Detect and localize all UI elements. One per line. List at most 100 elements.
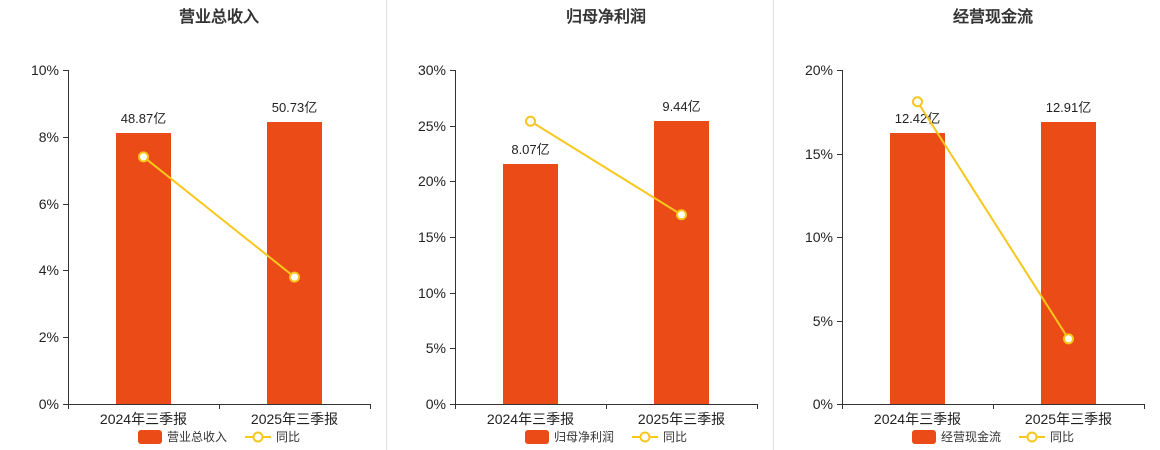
line-marker-circle-icon [1026, 431, 1038, 442]
x-axis-label: 2025年三季报 [637, 411, 726, 427]
bar[interactable] [503, 163, 558, 404]
legend-item-bar[interactable]: 经营现金流 [911, 428, 1001, 445]
x-tick-mark [370, 404, 371, 409]
y-tick-mark [63, 136, 68, 138]
y-tick-label: 10% [30, 62, 59, 78]
y-tick-label: 8% [38, 128, 59, 145]
legend-item-bar[interactable]: 营业总收入 [137, 428, 227, 445]
y-tick-mark [450, 292, 455, 294]
line-marker-circle-icon [639, 431, 651, 442]
x-tick-mark [219, 404, 220, 409]
y-tick-mark [450, 70, 455, 71]
legend-label: 同比 [276, 430, 301, 444]
bar[interactable] [1041, 121, 1096, 404]
yoy-line-layer [525, 115, 687, 221]
chart-plot: 0% 5% 10% 15% 20% 12.42亿 12.91亿 2024年三季报 2025年三季… [774, 0, 1160, 450]
y-tick-label: 5% [425, 340, 446, 357]
yoy-line [142, 156, 296, 278]
bar-value-label: 48.87亿 [120, 110, 167, 126]
bar-value-label: 12.42亿 [894, 110, 941, 126]
y-tick-mark [837, 153, 842, 155]
legend-label: 同比 [663, 430, 688, 444]
legend-item-line[interactable]: 同比 [245, 428, 300, 445]
y-tick-mark [837, 404, 842, 405]
x-tick-mark [757, 404, 758, 409]
y-tick-label: 6% [38, 195, 59, 212]
legend-item-bar[interactable]: 归母净利润 [524, 428, 614, 445]
line-marker-icon [245, 431, 271, 442]
legend-label: 同比 [1050, 430, 1075, 444]
legend-item-line[interactable]: 同比 [1019, 428, 1074, 445]
bar[interactable] [654, 121, 709, 404]
y-tick-mark [837, 320, 842, 322]
yoy-point-marker[interactable] [1063, 333, 1074, 345]
yoy-point-marker[interactable] [138, 151, 149, 163]
y-axis-line [455, 70, 456, 404]
y-tick-label: 15% [417, 229, 446, 245]
x-tick-mark [68, 404, 69, 409]
chart-title: 经营现金流 [952, 9, 1033, 26]
x-axis-label: 2024年三季报 [486, 411, 575, 427]
bar-value-label: 50.73亿 [271, 99, 318, 115]
chart-title: 归母净利润 [565, 9, 646, 26]
bar-swatch-icon [911, 429, 936, 444]
y-tick-mark [63, 203, 68, 205]
y-tick-mark [63, 270, 68, 272]
y-tick-label: 25% [417, 117, 446, 134]
y-axis-line [68, 70, 69, 404]
x-axis-label: 2025年三季报 [250, 411, 339, 427]
yoy-line [529, 120, 683, 216]
chart-panel-revenue: 营业总收入 0% 2% 4% 6% 8% 10% 48.87亿 50.73亿 2024年三季报 2… [0, 0, 386, 450]
y-tick-label: 0% [38, 396, 59, 412]
y-tick-mark [63, 337, 68, 339]
y-tick-mark [63, 404, 68, 405]
chart-title: 营业总收入 [178, 9, 259, 26]
y-tick-label: 4% [38, 262, 59, 279]
bar[interactable] [116, 132, 171, 404]
y-tick-label: 10% [417, 284, 446, 301]
chart-panel-cash-flow: 经营现金流 0% 5% 10% 15% 20% 12.42亿 12.91亿 2024年三季报 2… [773, 0, 1160, 450]
chart-plot: 0% 5% 10% 15% 20% 25% 30% 8.07亿 9.44亿 2024年三季报 202… [387, 0, 773, 450]
chart-legend: 经营现金流 同比 [842, 428, 1144, 445]
y-tick-label: 0% [425, 396, 446, 412]
chart-panel-net-profit: 归母净利润 0% 5% 10% 15% 20% 25% 30% 8.07亿 9.44亿 2024年… [386, 0, 773, 450]
y-tick-mark [450, 404, 455, 405]
x-axis-label: 2024年三季报 [99, 411, 188, 427]
yoy-point-marker[interactable] [289, 271, 300, 283]
y-tick-mark [450, 237, 455, 238]
bar-swatch-icon [137, 429, 162, 444]
line-marker-circle-icon [252, 431, 264, 442]
y-tick-mark [837, 70, 842, 71]
y-tick-label: 30% [417, 62, 446, 78]
legend-item-line[interactable]: 同比 [632, 428, 687, 445]
x-tick-mark [455, 404, 456, 409]
x-tick-mark [606, 404, 607, 409]
y-tick-label: 10% [804, 229, 833, 245]
line-marker-icon [1019, 431, 1045, 442]
bar-value-label: 9.44亿 [662, 99, 701, 115]
x-tick-mark [993, 404, 994, 409]
y-tick-label: 5% [812, 312, 833, 329]
bar[interactable] [890, 132, 945, 404]
y-tick-mark [450, 181, 455, 183]
yoy-point-marker[interactable] [525, 115, 536, 127]
yoy-line-layer [138, 151, 300, 283]
y-tick-mark [837, 237, 842, 238]
y-tick-mark [63, 70, 68, 71]
legend-label: 营业总收入 [166, 430, 227, 444]
y-tick-label: 20% [804, 62, 833, 78]
chart-legend: 营业总收入 同比 [68, 428, 370, 445]
x-tick-mark [842, 404, 843, 409]
bar-value-label: 12.91亿 [1045, 99, 1092, 115]
yoy-point-marker[interactable] [912, 96, 923, 108]
x-tick-mark [1144, 404, 1145, 409]
y-tick-label: 0% [812, 396, 833, 412]
yoy-point-marker[interactable] [676, 209, 687, 221]
y-tick-label: 15% [804, 145, 833, 162]
y-tick-mark [450, 125, 455, 127]
legend-label: 归母净利润 [553, 430, 614, 444]
yoy-line-layer [912, 96, 1074, 345]
y-tick-label: 2% [38, 329, 59, 346]
bar-value-label: 8.07亿 [511, 141, 550, 157]
